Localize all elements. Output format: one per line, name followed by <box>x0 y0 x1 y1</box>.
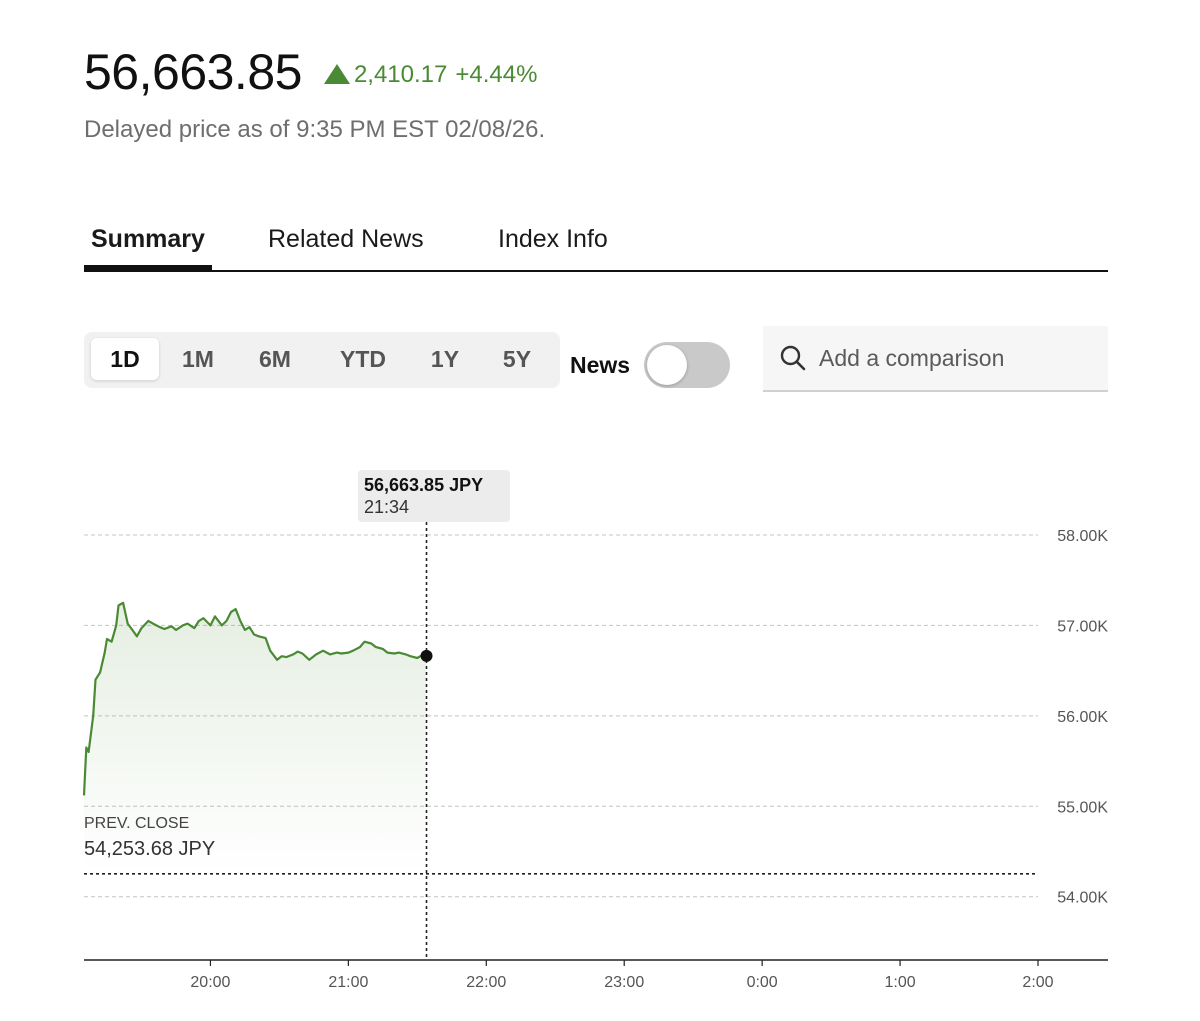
delayed-price-note: Delayed price as of 9:35 PM EST 02/08/26… <box>84 116 546 143</box>
range-5y-button[interactable]: 5Y <box>502 346 532 372</box>
price-header: 56,663.85 2,410.17 +4.44% <box>84 44 537 100</box>
x-tick-label: 0:00 <box>747 974 778 991</box>
x-tick-label: 20:00 <box>190 974 230 991</box>
change-percent: +4.44% <box>455 61 538 88</box>
series-line <box>82 601 427 796</box>
crosshair-point <box>420 649 433 662</box>
tab-index-info[interactable]: Index Info <box>498 225 608 253</box>
y-tick-label: 56.00K <box>1057 709 1108 726</box>
change-value: 2,410.17 <box>353 61 448 88</box>
price-change: 2,410.17 +4.44% <box>323 61 538 89</box>
x-tick-label: 21:00 <box>328 974 368 991</box>
toggle-knob <box>647 345 687 385</box>
crosshair-tooltip: 56,663.85 JPY 21:34 <box>358 470 510 522</box>
time-range-selector: 1D 1M 6M YTD 1Y 5Y <box>84 332 560 388</box>
tooltip-price: 56,663.85 JPY <box>364 475 484 495</box>
x-tick-label: 22:00 <box>466 974 506 991</box>
x-tick-label: 1:00 <box>885 974 916 991</box>
range-1d-button[interactable]: 1D <box>91 338 159 380</box>
comparison-search[interactable] <box>763 326 1108 392</box>
news-toggle-label: News <box>570 352 631 378</box>
tab-summary[interactable]: Summary <box>84 222 212 271</box>
tooltip-time: 21:34 <box>364 497 410 517</box>
current-price: 56,663.85 <box>84 44 302 100</box>
prev-close-value: 54,253.68 JPY <box>84 838 216 860</box>
y-tick-label: 58.00K <box>1057 528 1108 545</box>
tab-related-news[interactable]: Related News <box>268 225 424 253</box>
y-tick-label: 57.00K <box>1057 618 1108 635</box>
up-arrow-icon <box>323 64 350 84</box>
range-ytd-button[interactable]: YTD <box>340 346 386 372</box>
search-icon <box>780 345 806 371</box>
range-1m-button[interactable]: 1M <box>182 346 214 372</box>
comparison-input[interactable] <box>817 343 1097 373</box>
news-toggle[interactable] <box>644 342 730 388</box>
x-tick-label: 23:00 <box>604 974 644 991</box>
series-area <box>84 602 427 874</box>
y-tick-label: 54.00K <box>1057 890 1108 907</box>
x-tick-label: 2:00 <box>1022 974 1053 991</box>
y-tick-label: 55.00K <box>1057 799 1108 816</box>
range-6m-button[interactable]: 6M <box>259 346 291 372</box>
tab-bar: Summary Related News Index Info <box>84 222 1108 272</box>
range-1y-button[interactable]: 1Y <box>430 346 460 372</box>
prev-close-label: PREV. CLOSE <box>84 815 190 832</box>
